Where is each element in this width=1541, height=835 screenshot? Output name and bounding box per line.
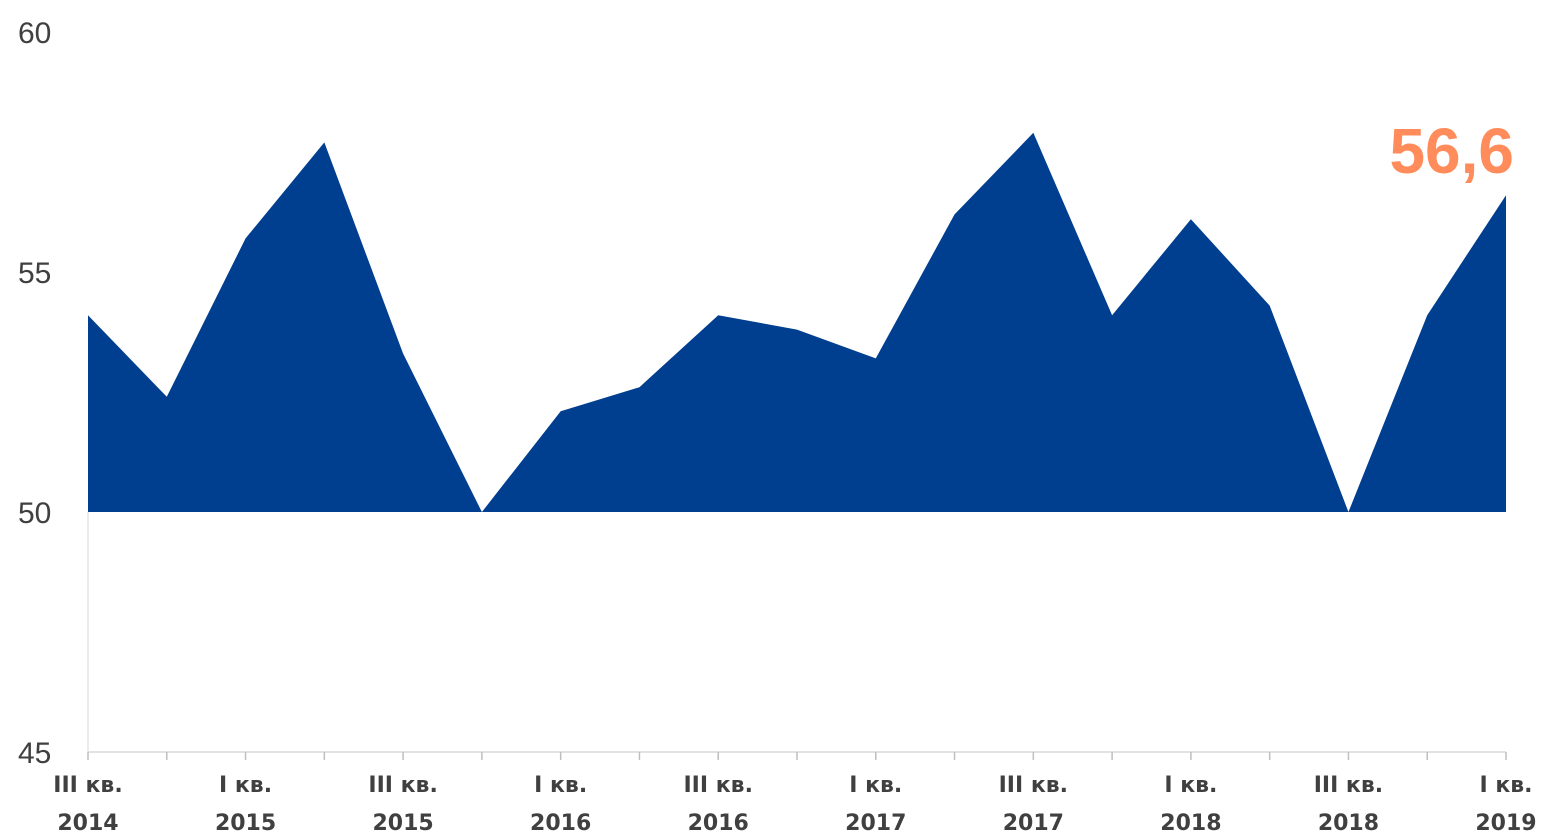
x-tick-label: 2019 bbox=[1475, 811, 1536, 835]
area-segment-1 bbox=[88, 142, 482, 512]
y-tick-labels: 45 50 55 60 bbox=[18, 17, 51, 770]
x-tick-label: I кв. bbox=[534, 773, 587, 798]
x-tick-label: III кв. bbox=[999, 773, 1068, 798]
x-tick-label: 2017 bbox=[845, 811, 906, 835]
x-tick-label: 2015 bbox=[215, 811, 276, 835]
x-tick-label: 2018 bbox=[1160, 811, 1221, 835]
x-tick-label: 2018 bbox=[1318, 811, 1379, 835]
x-tick-marks bbox=[87, 752, 1507, 760]
x-tick-label: 2016 bbox=[688, 811, 749, 835]
y-tick-label: 45 bbox=[18, 737, 51, 770]
x-tick-label: III кв. bbox=[1314, 773, 1383, 798]
area-segment-3 bbox=[1348, 195, 1506, 512]
y-tick-label: 60 bbox=[18, 17, 51, 50]
x-tick-label: III кв. bbox=[684, 773, 753, 798]
x-tick-label: 2015 bbox=[372, 811, 433, 835]
y-tick-label: 50 bbox=[18, 497, 51, 530]
x-tick-label: 2017 bbox=[1003, 811, 1064, 835]
x-tick-label: III кв. bbox=[53, 773, 122, 798]
x-tick-label: 2016 bbox=[530, 811, 591, 835]
y-tick-label: 55 bbox=[18, 257, 51, 290]
x-tick-labels: III кв. 2014 I кв. 2015 III кв. 2015 I кв. 2016… bbox=[53, 773, 1536, 835]
area-series bbox=[88, 132, 1506, 513]
last-value-label: 56,6 bbox=[1389, 115, 1514, 187]
x-tick-label: III кв. bbox=[368, 773, 437, 798]
x-tick-label: I кв. bbox=[1164, 773, 1217, 798]
x-tick-label: I кв. bbox=[219, 773, 272, 798]
axes bbox=[87, 512, 1506, 753]
area-segment-2 bbox=[481, 132, 1349, 513]
x-tick-label: I кв. bbox=[1479, 773, 1532, 798]
x-tick-label: I кв. bbox=[849, 773, 902, 798]
x-tick-label: 2014 bbox=[57, 811, 118, 835]
